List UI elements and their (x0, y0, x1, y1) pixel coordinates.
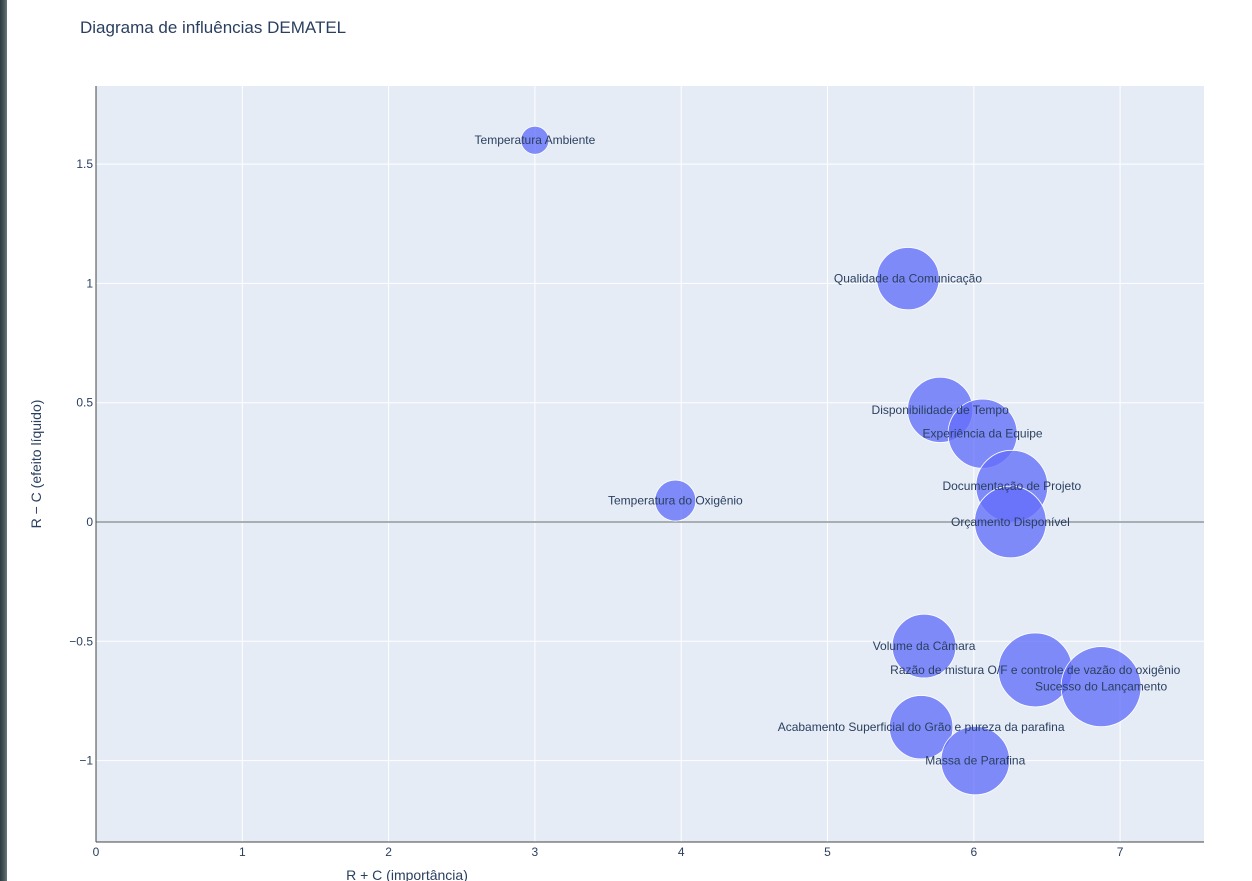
y-axis-title: R − C (efeito líquido) (28, 400, 44, 529)
bubble-point[interactable] (888, 695, 954, 760)
x-tick-label: 4 (678, 845, 685, 859)
bubble-labels: Temperatura Ambiente Qualidade da Comunic… (475, 133, 1181, 767)
bubble-label: Orçamento Disponível (951, 515, 1070, 529)
axes: 0 1 2 3 4 5 6 7 −1 −0.5 0 0.5 1 1.5 (69, 86, 1204, 859)
bubble-point[interactable] (654, 479, 697, 522)
bubble-label: Qualidade da Comunicação (834, 272, 982, 286)
y-tick-label: −1 (79, 754, 93, 768)
x-tick-label: 2 (385, 845, 392, 859)
x-axis-title: R + C (importância) (346, 867, 468, 881)
bubble-label: Temperatura do Oxigênio (608, 494, 743, 508)
bubble-point[interactable] (876, 247, 940, 311)
bubble-label: Volume da Câmara (873, 639, 976, 653)
y-tick-label: 0 (86, 515, 93, 529)
bubble-label: Razão de mistura O/F e controle de vazão… (890, 663, 1180, 677)
bubble-point[interactable] (1060, 646, 1142, 728)
x-tick-label: 0 (93, 845, 100, 859)
bubble-point[interactable] (891, 613, 957, 679)
window-edge (0, 0, 7, 881)
bubble-point[interactable] (974, 485, 1047, 559)
bubble-point[interactable] (520, 125, 550, 155)
y-tick-label: 1.5 (76, 157, 93, 171)
bubble-label: Documentação de Projeto (942, 479, 1081, 493)
bubble-label: Acabamento Superficial do Grão e pureza … (778, 720, 1065, 734)
chart-title: Diagrama de influências DEMATEL (80, 18, 347, 37)
bubble-label: Experiência da Equipe (923, 427, 1043, 441)
bubble-label: Sucesso do Lançamento (1035, 680, 1167, 694)
x-tick-label: 6 (970, 845, 977, 859)
bubbles (520, 125, 1142, 796)
x-tick-label: 7 (1117, 845, 1124, 859)
bubble-label: Disponibilidade de Tempo (872, 403, 1010, 417)
x-tick-label: 5 (824, 845, 831, 859)
x-tick-label: 3 (532, 845, 539, 859)
y-tick-label: −0.5 (69, 634, 93, 648)
bubble-point[interactable] (940, 725, 1010, 796)
bubble-label: Temperatura Ambiente (475, 133, 596, 147)
y-tick-label: 0.5 (76, 396, 93, 410)
y-tick-label: 1 (86, 276, 93, 290)
x-tick-label: 1 (239, 845, 246, 859)
bubble-label: Massa de Parafina (925, 754, 1025, 768)
